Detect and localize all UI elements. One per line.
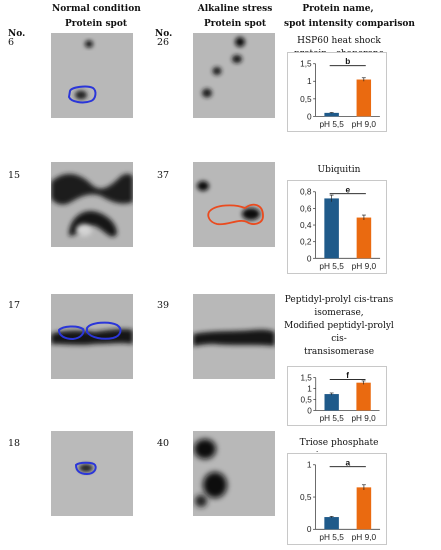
y-tick-label: 0 bbox=[307, 253, 312, 263]
intensity-bar-chart: 0 0,5 1 1,5 pH 5,5 pH 9,0 b bbox=[287, 52, 387, 132]
normal-gel-spot-image bbox=[51, 294, 133, 379]
normal-spot-number: 17 bbox=[8, 300, 21, 311]
significance-letter: e bbox=[345, 184, 350, 194]
normal-gel-spot-image bbox=[51, 162, 133, 247]
y-tick-label: 1,5 bbox=[300, 60, 312, 69]
y-tick-label: 0,8 bbox=[300, 187, 312, 197]
x-tick-label: pH 9,0 bbox=[351, 414, 376, 423]
protein-name: Peptidyl-prolyl cis-trans isomerase, Mod… bbox=[284, 295, 394, 357]
header-normal-condition: Normal condition Protein spot bbox=[52, 4, 141, 29]
x-tick-label: pH 5,5 bbox=[319, 261, 344, 271]
normal-spot-number: 18 bbox=[8, 438, 21, 449]
stress-spot-number: 26 bbox=[157, 37, 170, 48]
x-tick-label: pH 9,0 bbox=[352, 120, 377, 129]
stress-gel-spot-image bbox=[193, 431, 275, 516]
header-alkaline-stress: Alkaline stress Protein spot bbox=[197, 4, 273, 29]
x-tick-label: pH 5,5 bbox=[319, 532, 344, 542]
stress-gel-spot-image bbox=[193, 294, 275, 379]
bar-1 bbox=[356, 79, 372, 117]
intensity-bar-chart: 0 0,5 11,5 pH 5,5 pH 9,0 f bbox=[287, 366, 387, 426]
normal-gel-spot-image bbox=[51, 431, 133, 516]
significance-letter: b bbox=[345, 57, 350, 66]
y-tick-label: 0,5 bbox=[300, 492, 312, 502]
y-tick-label: 0 bbox=[307, 112, 312, 121]
bar-0 bbox=[324, 112, 339, 117]
header-no-stress: No. bbox=[155, 29, 173, 39]
intensity-bar-chart: 0 0,5 1 pH 5,5 pH 9,0 a bbox=[287, 453, 387, 545]
bar-1 bbox=[356, 382, 371, 411]
x-tick-label: pH 9,0 bbox=[352, 261, 377, 271]
protein-name: Ubiquitin bbox=[317, 165, 361, 175]
y-tick-label: 0,4 bbox=[300, 220, 312, 230]
header-protein-name: Protein name, spot intensity comparison bbox=[284, 4, 415, 29]
header-no-normal: No. bbox=[8, 29, 26, 39]
x-tick-label: pH 5,5 bbox=[320, 414, 345, 423]
stress-gel-spot-image bbox=[193, 162, 275, 247]
y-tick-label: 1,5 bbox=[300, 374, 312, 383]
normal-spot-number: 15 bbox=[8, 170, 21, 181]
y-tick-label: 1 bbox=[307, 77, 312, 86]
bar-0 bbox=[324, 198, 339, 259]
y-tick-label: 0 bbox=[307, 406, 312, 415]
y-tick-label: 0,5 bbox=[300, 95, 312, 104]
bar-0 bbox=[324, 517, 339, 530]
bar-0 bbox=[324, 394, 339, 411]
x-tick-label: pH 5,5 bbox=[319, 120, 344, 129]
significance-letter: f bbox=[346, 371, 349, 380]
y-tick-label: 1 bbox=[307, 460, 312, 470]
normal-spot-number: 6 bbox=[8, 37, 15, 48]
stress-spot-number: 39 bbox=[157, 300, 170, 311]
y-tick-label: 0 bbox=[307, 524, 312, 534]
stress-gel-spot-image bbox=[193, 33, 275, 118]
bar-1 bbox=[356, 487, 372, 530]
normal-gel-spot-image bbox=[51, 33, 133, 118]
significance-letter: a bbox=[345, 457, 350, 467]
bar-1 bbox=[356, 217, 372, 259]
stress-spot-number: 40 bbox=[157, 438, 170, 449]
intensity-bar-chart: 0 0,2 0,4 0,6 0,8 pH 5,5 pH 9,0 e bbox=[287, 180, 387, 274]
y-tick-label: 1 bbox=[307, 384, 312, 393]
y-tick-label: 0,6 bbox=[300, 203, 312, 213]
y-tick-label: 0,2 bbox=[300, 237, 312, 247]
stress-spot-number: 37 bbox=[157, 170, 170, 181]
y-tick-label: 0,5 bbox=[300, 395, 312, 404]
x-tick-label: pH 9,0 bbox=[352, 532, 377, 542]
